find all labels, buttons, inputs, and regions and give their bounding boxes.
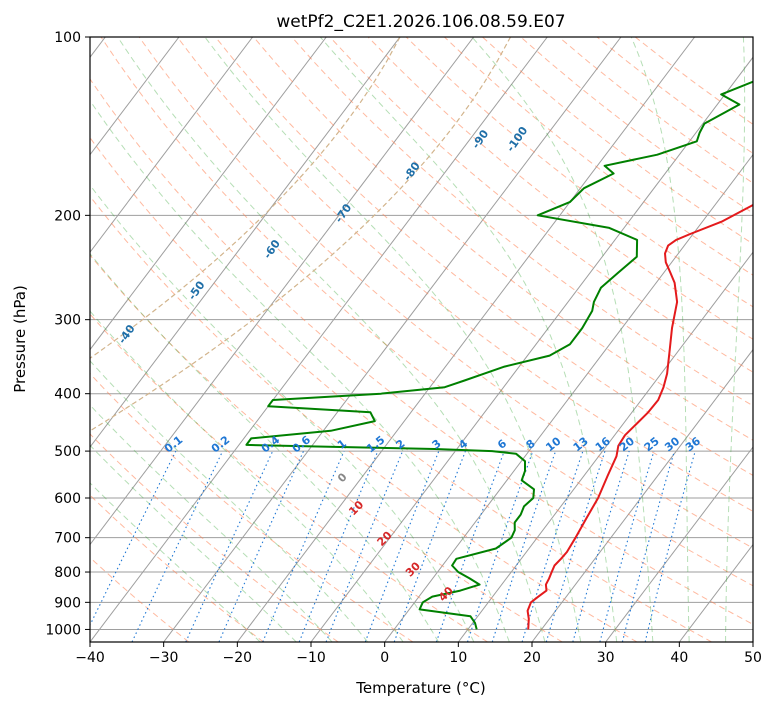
mixing-ratio-line	[599, 450, 655, 642]
moist-adiabat-line	[90, 444, 297, 642]
mixing-ratio-line	[131, 450, 224, 642]
y-tick-label: 100	[54, 30, 81, 46]
dry-adiabat-line	[291, 37, 753, 407]
mixing-ratio-line	[90, 450, 177, 627]
moist-adiabat-line	[90, 482, 261, 642]
x-axis-ticks: −40 −30 −20 −10 0 10 20 30 40 50	[75, 642, 762, 666]
y-axis-ticks: 100 200 300 400 500 600 700 800 900 1000	[45, 30, 90, 638]
dewpoint-line	[245, 80, 753, 630]
temperature-line	[526, 203, 753, 630]
moist-adiabat-line	[630, 37, 690, 642]
y-tick-label: 1000	[45, 622, 81, 638]
dry-adiabat-line	[176, 37, 753, 512]
y-tick-label: 400	[54, 387, 81, 403]
plot-area	[90, 37, 753, 642]
chart-title: wetPf2_C2E1.2026.106.08.59.E07	[276, 12, 565, 32]
dry-adiabat-line	[405, 37, 753, 308]
mixing-ratio-line	[572, 450, 630, 642]
x-axis-label: Temperature (°C)	[355, 679, 485, 697]
x-tick-label: 10	[449, 650, 467, 666]
mixing-ratio-line	[521, 450, 584, 642]
x-tick-label: −30	[149, 650, 179, 666]
isotherm-line	[605, 446, 753, 642]
y-tick-label: 500	[54, 444, 81, 460]
x-tick-label: −20	[223, 650, 253, 666]
mixing-ratio-lines	[90, 450, 696, 642]
moist-adiabat-line	[90, 184, 475, 642]
moist-adiabat-line	[204, 37, 582, 642]
isotherm-line	[90, 37, 180, 156]
dry-adiabat-line	[90, 372, 414, 642]
isotherm-line	[90, 37, 401, 448]
moist-adiabat-line	[90, 99, 510, 642]
isotherm-line	[90, 37, 254, 254]
isotherm-line	[531, 348, 753, 642]
mixing-ratio-line	[491, 450, 557, 642]
y-tick-label: 300	[54, 313, 81, 329]
x-tick-label: −10	[296, 650, 326, 666]
mixing-ratio-line	[325, 450, 404, 642]
moist-adiabat-line	[90, 360, 369, 642]
x-tick-label: 20	[523, 650, 541, 666]
x-tick-label: 0	[380, 650, 389, 666]
isotherm-line	[163, 37, 622, 642]
y-axis-label: Pressure (hPa)	[11, 285, 29, 393]
y-tick-label: 200	[54, 208, 81, 224]
dry-adiabat-line	[90, 136, 712, 642]
y-tick-label: 600	[54, 491, 81, 507]
moist-adiabat-line	[725, 37, 746, 642]
mixing-ratio-line	[466, 450, 534, 642]
sounding-series	[245, 80, 753, 630]
x-tick-label: 40	[670, 650, 688, 666]
y-tick-label: 800	[54, 565, 81, 581]
moist-adiabat-line	[90, 310, 404, 642]
isotherm-line	[236, 37, 696, 642]
dry-adiabat-line	[90, 254, 563, 642]
x-tick-label: 30	[597, 650, 615, 666]
y-tick-label: 700	[54, 531, 81, 547]
isotherm-line	[457, 251, 753, 642]
isotherm-lines	[90, 37, 753, 642]
mixing-ratio-line	[545, 450, 606, 642]
moist-adiabat-line	[319, 37, 618, 642]
isotherm-line	[90, 37, 548, 642]
plot-frame	[89, 36, 754, 643]
moist-adiabat-lines	[90, 37, 746, 642]
isotherm-line	[384, 153, 753, 642]
x-tick-label: −40	[75, 650, 105, 666]
isotherm-line	[90, 37, 327, 351]
dry-adiabat-line	[253, 37, 753, 441]
saturation-curve	[90, 37, 401, 359]
dry-adiabat-line	[90, 195, 638, 642]
dry-adiabat-line	[215, 37, 753, 476]
mixing-ratio-line	[185, 450, 274, 642]
saturation-curve	[90, 37, 512, 432]
y-tick-label: 900	[54, 595, 81, 611]
x-tick-label: 50	[744, 650, 762, 666]
isotherm-line	[90, 37, 475, 546]
moist-adiabat-line	[90, 404, 333, 642]
saturation-curves	[90, 37, 512, 432]
isobar-gridlines	[90, 37, 753, 630]
mixing-ratio-line	[364, 450, 440, 642]
moist-adiabat-line	[471, 37, 654, 642]
